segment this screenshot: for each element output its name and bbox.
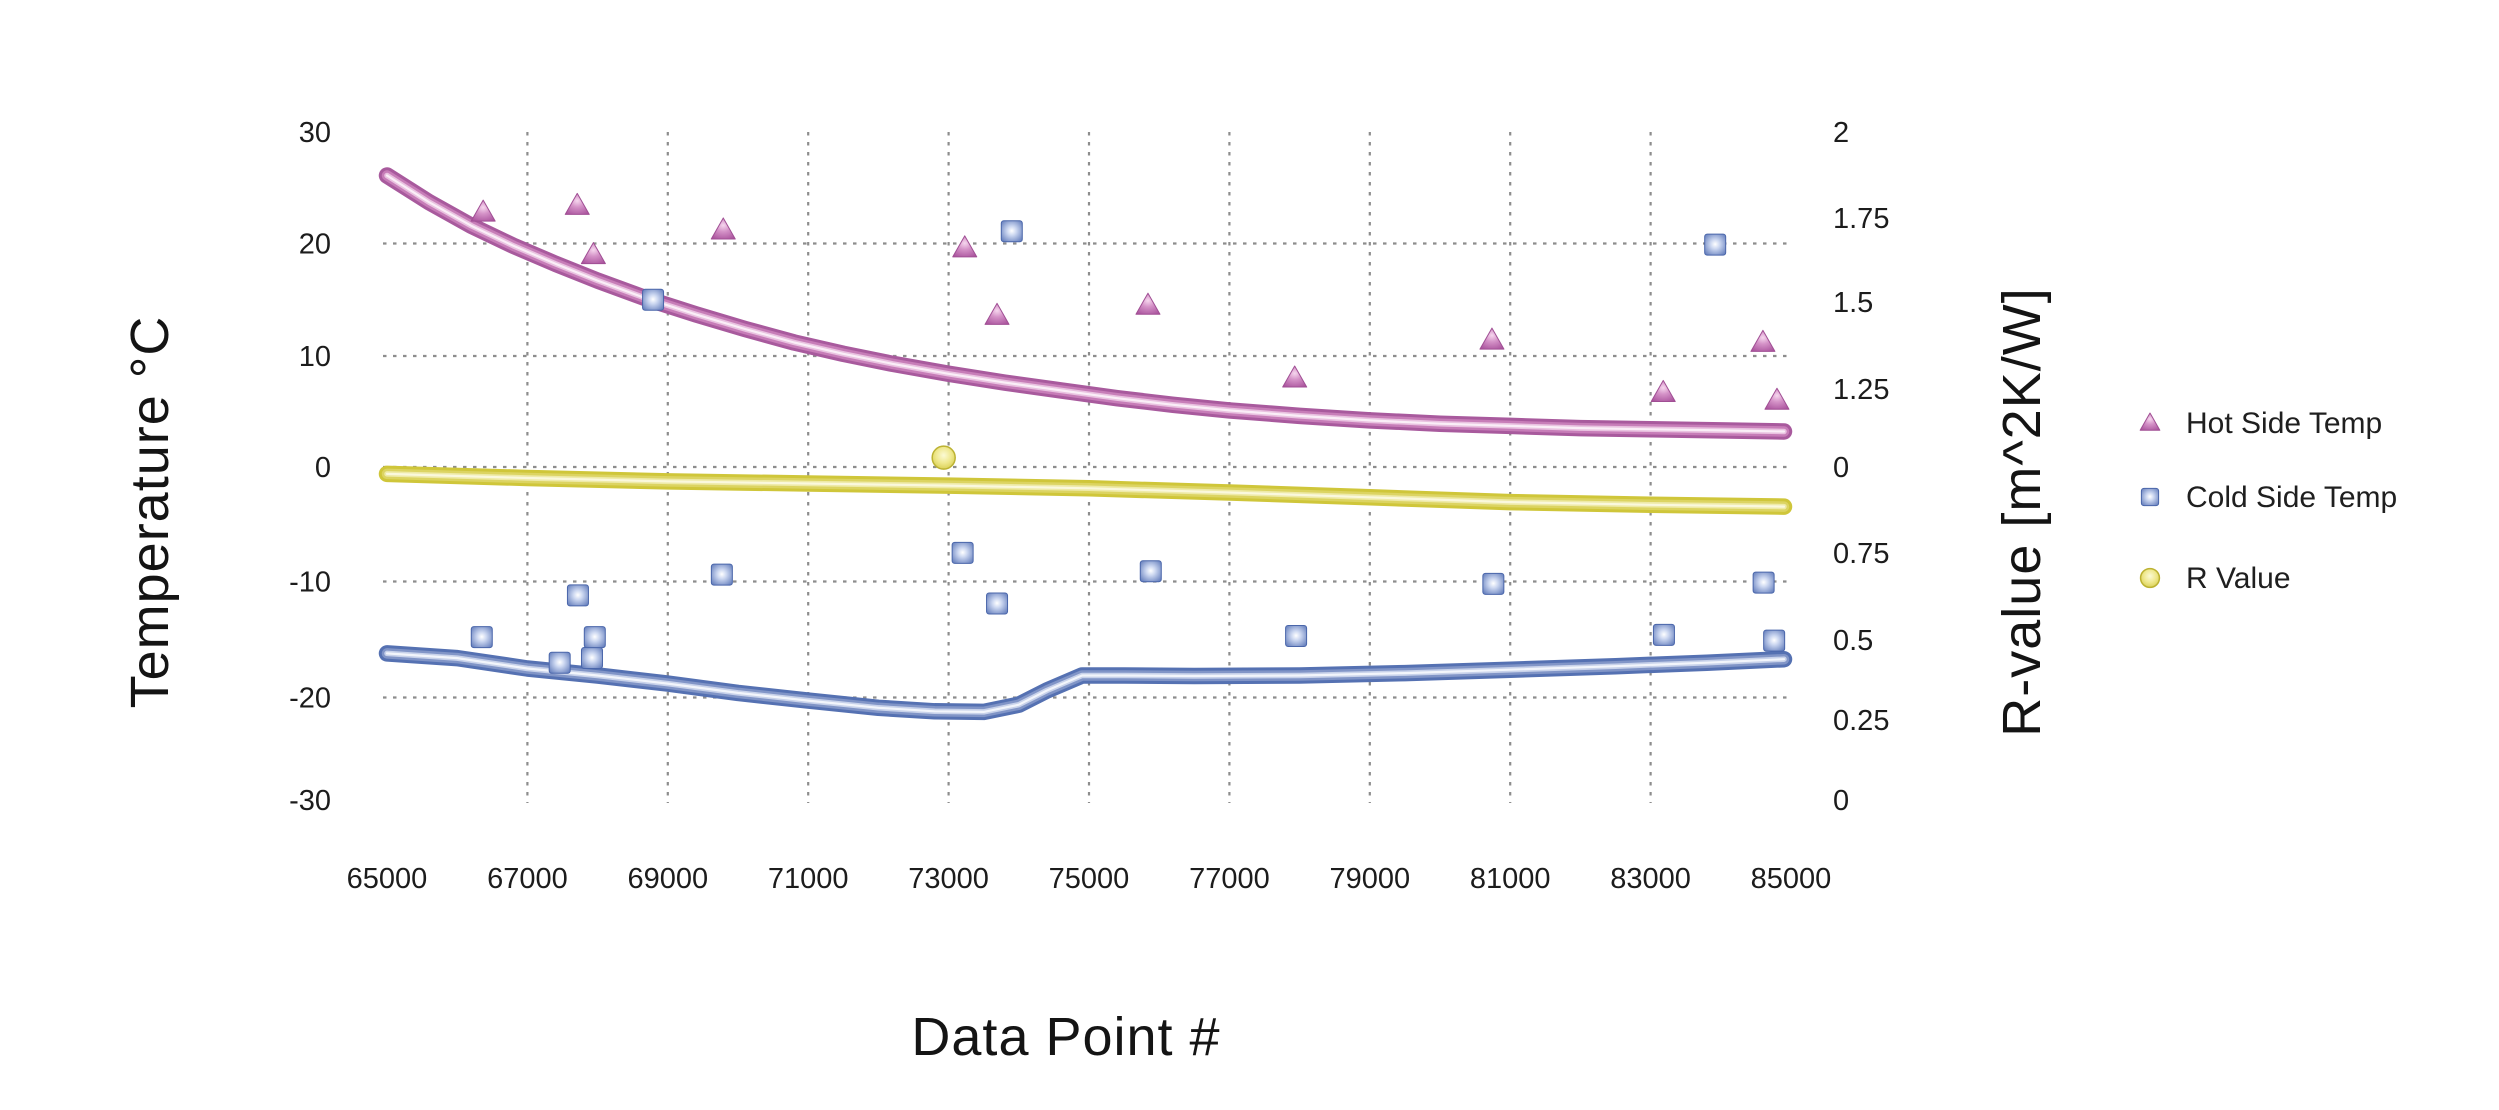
trend-lines [378,167,1793,721]
hot-side-temp-point [564,192,590,215]
y-left-axis-title: Temperature °C [120,316,180,709]
y-left-tick-label: -30 [289,785,331,817]
x-tick-label: 73000 [908,863,989,895]
y-left-tick-label: -20 [289,683,331,715]
cold-side-temp-point [1139,560,1162,583]
y-left-tick-label: 20 [299,229,331,261]
r-value-trend-line [378,465,1793,515]
hot-side-temp-point [984,302,1010,325]
cold-side-temp-point [1285,625,1308,648]
cold-side-temp-point [1000,220,1023,243]
x-tick-label: 67000 [487,863,568,895]
y-right-tick-label: 1.75 [1833,203,1889,235]
gridlines [383,132,1789,803]
legend-item-cold-side-temp: Cold Side Temp [2140,481,2397,514]
x-tick-label: 69000 [627,863,708,895]
cold-side-temp-point [548,651,571,674]
r-value-points [931,445,956,470]
legend-item-label: R Value [2186,562,2291,595]
y-right-axis-title: R-value [m^2K/W] [1992,287,2052,736]
cold-side-temp-point [1482,572,1505,595]
legend-item-hot-side-temp: Hot Side Temp [2139,407,2382,440]
y-right-tick-label: 0 [1833,452,1849,484]
triangle-legend-icon [2139,412,2161,431]
cold-side-temp-point [580,647,603,670]
x-tick-label: 75000 [1049,863,1130,895]
y-right-tick-label: 0.75 [1833,538,1889,570]
tick-labels: 65000 67000 69000 71000 73000 75000 77000 79000… [289,117,1889,895]
hot-side-temp-point [710,217,736,240]
legend-item-label: Hot Side Temp [2186,407,2382,440]
hot-side-temp-point [1282,365,1308,388]
cold-side-temp-point [566,584,589,607]
hot-side-temp-point [1479,327,1505,350]
cold-side-temp-point [986,592,1009,615]
legend: Hot Side Temp Cold Side Temp R Value [2139,407,2397,595]
cold-side-temp-points [470,220,1786,674]
circle-legend-icon [2139,567,2161,589]
scatter-markers [470,192,1790,674]
cold-side-temp-point [1752,571,1775,594]
r-value-point [931,445,956,470]
x-tick-label: 77000 [1189,863,1270,895]
hot-side-temp-point [1764,387,1790,410]
legend-item-label: Cold Side Temp [2186,481,2397,514]
hot-side-temp-point [1650,379,1676,402]
y-right-tick-label: 1.5 [1833,287,1873,319]
y-right-tick-label: 0.5 [1833,625,1873,657]
y-left-tick-label: 10 [299,341,331,373]
cold-side-temp-point [470,626,493,649]
y-left-tick-label: 0 [315,452,331,484]
hot-side-temp-points [470,192,1790,410]
cold-side-temp-trend-line [378,645,1793,721]
hot-side-temp-point [1135,292,1161,315]
x-tick-label: 79000 [1329,863,1410,895]
x-tick-label: 65000 [347,863,428,895]
x-tick-label: 81000 [1470,863,1551,895]
cold-side-temp-point [583,626,606,649]
y-left-tick-label: 30 [299,117,331,149]
cold-side-temp-point [1652,623,1675,646]
y-right-tick-label: 0.25 [1833,705,1889,737]
square-legend-icon [2140,487,2160,507]
x-tick-label: 83000 [1610,863,1691,895]
hot-side-temp-point [1750,329,1776,352]
legend-item-r-value: R Value [2139,562,2291,595]
y-right-tick-label: 0 [1833,785,1849,817]
x-axis-title: Data Point # [911,1007,1220,1067]
x-tick-label: 85000 [1751,863,1832,895]
hot-side-temp-point [470,199,496,222]
x-tick-label: 71000 [768,863,849,895]
hot-side-temp-point [952,235,978,258]
hot-side-temp-trend-line [378,167,1793,440]
y-right-tick-label: 2 [1833,117,1849,149]
y-right-tick-label: 1.25 [1833,374,1889,406]
cold-side-temp-point [1704,233,1727,256]
cold-side-temp-point [1763,629,1786,652]
cold-side-temp-point [710,563,733,586]
hot-side-temp-point [580,242,606,265]
cold-side-temp-point [642,288,665,311]
cold-side-temp-point [951,541,974,564]
y-left-tick-label: -10 [289,567,331,599]
